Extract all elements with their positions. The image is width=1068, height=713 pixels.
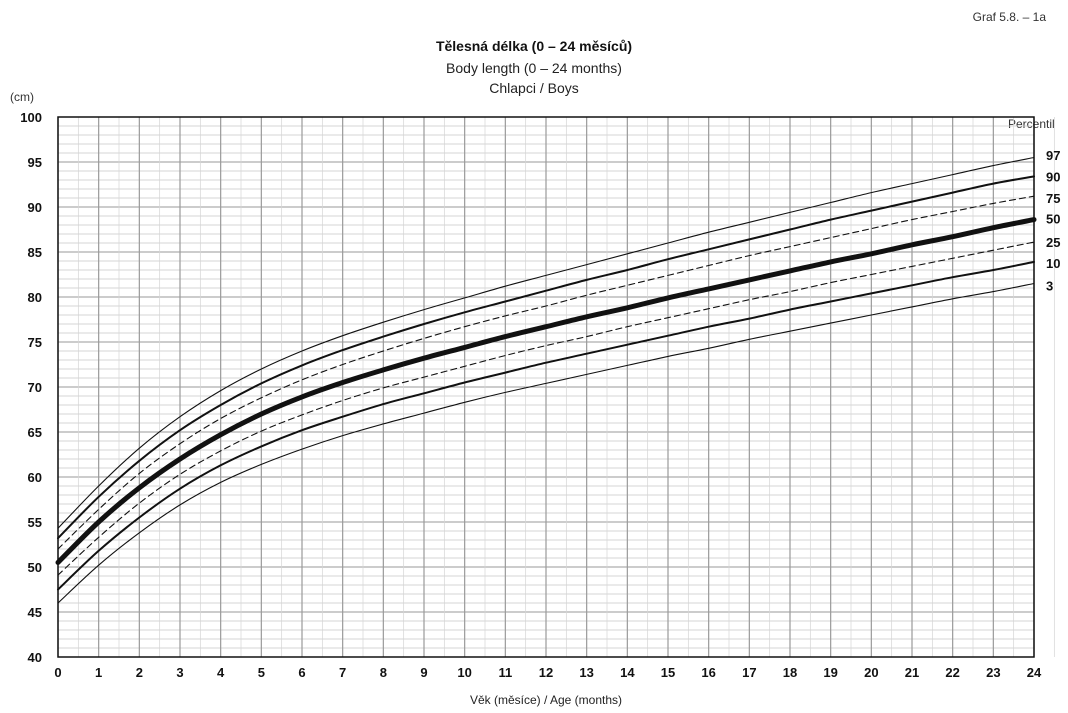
percentile-label-97: 97 xyxy=(1046,148,1060,163)
grid xyxy=(57,116,1055,658)
percentile-labels: 97 90 75 50 25 10 3 xyxy=(1046,148,1060,293)
x-tick-label: 19 xyxy=(823,665,837,680)
percentile-90-curve xyxy=(57,175,1035,540)
percentile-label-90: 90 xyxy=(1046,169,1060,184)
percentile-10-curve xyxy=(57,260,1035,591)
x-tick-label: 13 xyxy=(579,665,593,680)
y-axis-ticks: 40 45 50 55 60 65 70 75 80 85 90 95 100 xyxy=(20,110,42,665)
y-tick-label: 55 xyxy=(28,515,42,530)
percentile-97-curve xyxy=(57,156,1035,529)
chart-title: Tělesná délka (0 – 24 měsíců) xyxy=(435,38,633,54)
graph-id-label: Graf 5.8. – 1a xyxy=(972,10,1046,24)
y-tick-label: 40 xyxy=(28,650,42,665)
x-tick-label: 8 xyxy=(380,665,387,680)
x-tick-label: 1 xyxy=(95,665,102,680)
plot-frame xyxy=(57,116,1035,658)
y-tick-label: 70 xyxy=(28,380,42,395)
percentile-label-3: 3 xyxy=(1046,278,1053,293)
x-tick-label: 9 xyxy=(420,665,427,680)
y-axis-unit: (cm) xyxy=(10,90,34,104)
y-tick-label: 45 xyxy=(28,605,42,620)
y-tick-label: 65 xyxy=(28,425,42,440)
x-tick-label: 7 xyxy=(339,665,346,680)
chart-subtitle: Body length (0 – 24 months) xyxy=(446,60,622,76)
percentile-label-10: 10 xyxy=(1046,256,1060,271)
x-tick-label: 20 xyxy=(864,665,878,680)
y-tick-label: 75 xyxy=(28,335,42,350)
y-tick-label: 80 xyxy=(28,290,42,305)
percentile-curves xyxy=(55,156,1037,604)
x-tick-label: 15 xyxy=(661,665,675,680)
x-tick-label: 6 xyxy=(298,665,305,680)
percentile-label-50: 50 xyxy=(1046,212,1060,227)
percentile-label-75: 75 xyxy=(1046,191,1060,206)
y-tick-label: 100 xyxy=(20,110,42,125)
percentile-50-curve xyxy=(55,217,1037,565)
x-tick-label: 22 xyxy=(945,665,959,680)
x-tick-label: 12 xyxy=(539,665,553,680)
x-tick-label: 4 xyxy=(217,665,225,680)
x-tick-label: 0 xyxy=(54,665,61,680)
x-axis-ticks: 0 1 2 3 4 5 6 7 8 9 10 11 12 13 14 15 16 17 18 19 20 21 22 23 24 xyxy=(54,665,1042,680)
percentile-75-curve xyxy=(57,195,1035,550)
x-axis-label: Věk (měsíce) / Age (months) xyxy=(469,693,623,707)
y-tick-label: 50 xyxy=(28,560,42,575)
y-tick-label: 60 xyxy=(28,470,42,485)
x-tick-label: 3 xyxy=(176,665,183,680)
x-tick-label: 18 xyxy=(783,665,797,680)
x-tick-label: 24 xyxy=(1027,665,1042,680)
y-tick-label: 90 xyxy=(28,200,42,215)
x-tick-label: 21 xyxy=(905,665,919,680)
x-tick-label: 11 xyxy=(498,665,512,680)
x-tick-label: 2 xyxy=(136,665,143,680)
percentile-3-curve xyxy=(57,282,1035,604)
x-tick-label: 16 xyxy=(701,665,715,680)
y-tick-label: 85 xyxy=(28,245,42,260)
percentile-header: Percentil xyxy=(1008,117,1055,131)
x-tick-label: 14 xyxy=(620,665,635,680)
x-tick-label: 23 xyxy=(986,665,1000,680)
y-tick-label: 95 xyxy=(28,155,42,170)
percentile-label-25: 25 xyxy=(1046,235,1060,250)
percentile-25-curve xyxy=(57,241,1035,576)
chart-subtitle-sex: Chlapci / Boys xyxy=(489,80,579,96)
x-tick-label: 5 xyxy=(258,665,265,680)
x-tick-label: 10 xyxy=(457,665,471,680)
x-tick-label: 17 xyxy=(742,665,756,680)
